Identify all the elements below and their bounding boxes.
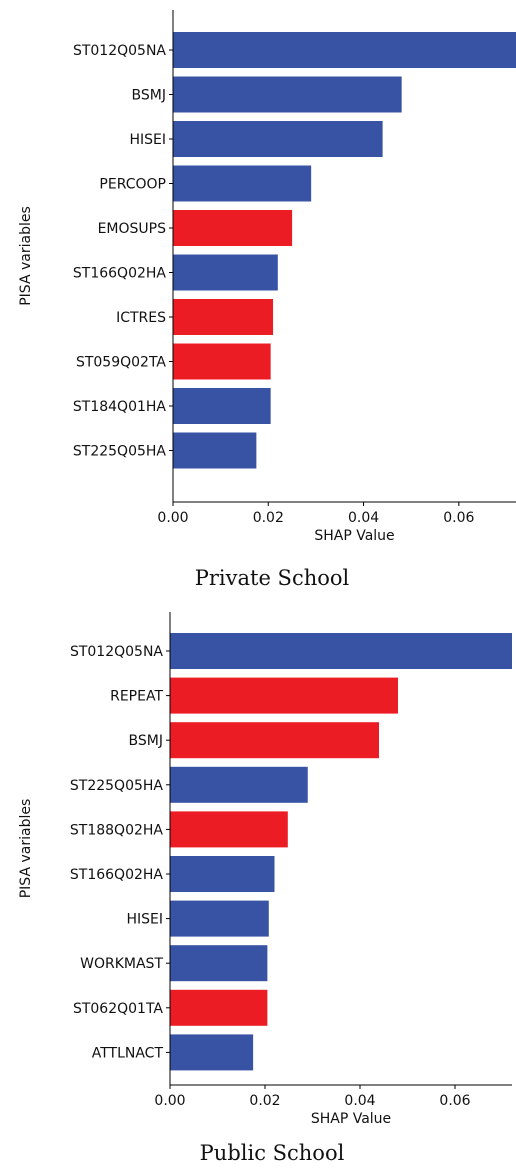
x-tick-label: 0.02 [253,510,284,526]
y-tick-label: ST184Q01HA [73,399,167,415]
y-tick-label: ST225Q05HA [70,778,164,794]
bar [173,121,383,157]
y-tick-label: EMOSUPS [98,221,167,237]
y-tick-label: ST166Q02HA [73,266,167,282]
y-tick-label: ST062Q01TA [73,1001,163,1017]
bar [170,945,268,982]
x-tick-label: 0.04 [344,1093,375,1109]
y-tick-label: ST225Q05HA [73,444,167,460]
bar [173,76,402,113]
chart-panel-public: ST012Q05NA REPEAT BSMJ ST225Q05HA ST188Q02HA… [18,612,512,1165]
x-axis-label: SHAP Value [314,528,394,544]
x-tick-label: 0.06 [443,510,474,526]
y-tick-label: HISEI [126,912,163,928]
y-tick-label: ST012Q05NA [70,644,163,660]
y-tick-label: ST059Q02TA [76,355,166,371]
bar [170,722,379,759]
y-tick-label: BSMJ [132,88,166,104]
chart-panel-private: ST012Q05NA BSMJ HISEI PERCOOP EMOSUPS ST166Q0… [18,10,516,590]
y-tick-label: REPEAT [110,689,163,705]
bar [170,989,268,1026]
y-tick-label: PERCOOP [99,177,166,193]
y-axis-label: PISA variables [18,206,34,306]
bar [173,254,278,291]
bar [173,432,257,469]
bar [170,1034,254,1071]
bar [173,299,274,335]
bar [173,210,293,246]
y-tick-label: BSMJ [129,733,163,749]
x-tick-label: 0.06 [439,1093,470,1109]
x-tick-label: 0.02 [249,1093,280,1109]
chart-caption: Private School [195,566,350,590]
bar [173,388,271,424]
bar [173,32,516,68]
x-axis-label: SHAP Value [311,1111,391,1127]
y-tick-label: ST012Q05NA [73,43,166,59]
bar [173,165,312,202]
bar [170,811,288,848]
chart-caption: Public School [200,1141,345,1165]
bar [170,633,512,669]
y-tick-label: HISEI [129,132,166,148]
x-tick-label: 0.00 [157,510,188,526]
y-tick-label: WORKMAST [80,956,163,972]
y-axis-label: PISA variables [18,799,34,899]
bar [170,766,308,803]
bar [170,856,275,892]
x-tick-label: 0.00 [154,1093,185,1109]
x-tick-label: 0.04 [348,510,379,526]
y-tick-label: ST166Q02HA [70,867,164,883]
bar [170,677,398,714]
y-tick-label: ATTLNACT [92,1045,164,1061]
y-tick-label: ICTRES [116,310,166,326]
bar [173,343,271,380]
bar [170,900,269,937]
y-tick-label: ST188Q02HA [70,822,164,838]
